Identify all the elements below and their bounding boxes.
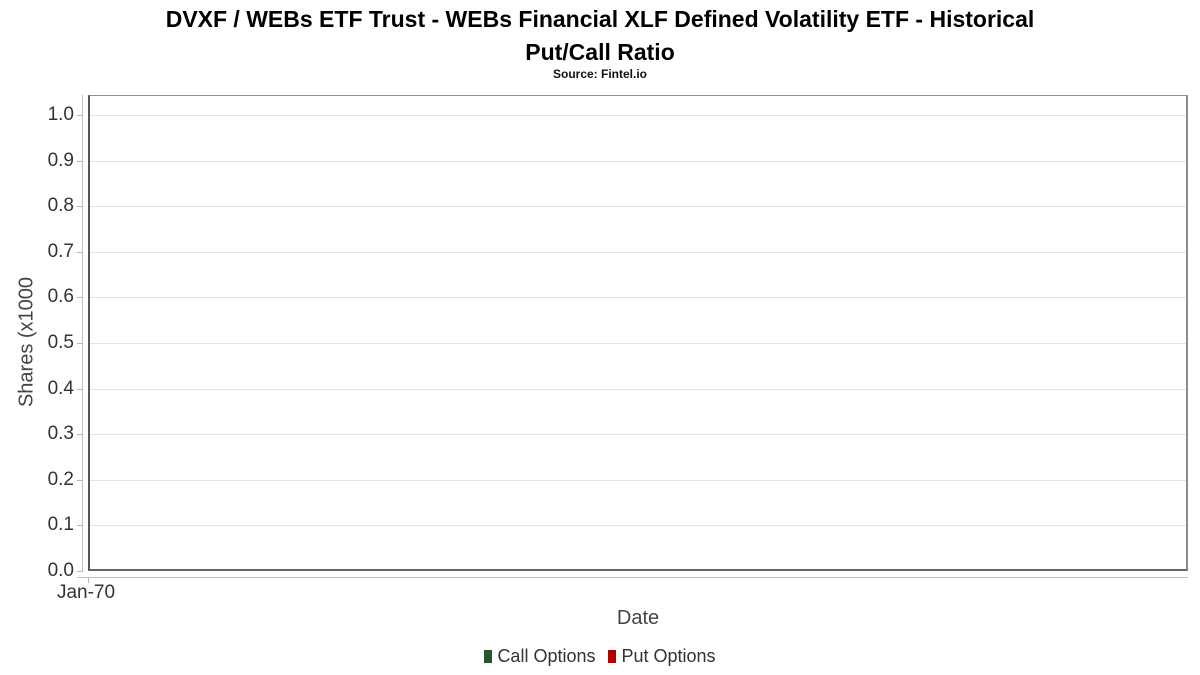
y-tick-label: 0.4 bbox=[47, 378, 74, 399]
y-axis-tick bbox=[77, 252, 82, 253]
y-axis-tick bbox=[77, 161, 82, 162]
chart-subtitle: Source: Fintel.io bbox=[552, 67, 647, 81]
chart-title: DVXF / WEBs ETF Trust - WEBs Financial X… bbox=[0, 3, 1200, 69]
gridline bbox=[90, 115, 1186, 116]
y-tick-label: 0.9 bbox=[47, 150, 74, 171]
y-axis-tick bbox=[77, 525, 82, 526]
y-tick-label: 0.3 bbox=[47, 423, 74, 444]
y-tick-label: 0.1 bbox=[47, 514, 74, 535]
gridline bbox=[90, 252, 1186, 253]
y-axis-tick bbox=[77, 571, 82, 572]
y-axis-tick bbox=[77, 343, 82, 344]
y-axis-tick bbox=[77, 389, 82, 390]
gridline bbox=[90, 343, 1186, 344]
gridline bbox=[90, 434, 1186, 435]
y-tick-label: 0.8 bbox=[47, 195, 74, 216]
y-axis-tick bbox=[77, 115, 82, 116]
gridline bbox=[90, 389, 1186, 390]
legend-item-put-options[interactable]: Put Options bbox=[608, 646, 716, 667]
legend: Call Options Put Options bbox=[0, 646, 1200, 667]
y-tick-label: 0.5 bbox=[47, 332, 74, 353]
y-tick-label: 0.7 bbox=[47, 241, 74, 262]
y-tick-label: 1.0 bbox=[47, 104, 74, 125]
gridline bbox=[90, 480, 1186, 481]
legend-label: Put Options bbox=[621, 646, 716, 666]
chart-title-line1: DVXF / WEBs ETF Trust - WEBs Financial X… bbox=[165, 6, 1035, 32]
y-tick-label: 0.6 bbox=[47, 286, 74, 307]
chart-title-line2: Put/Call Ratio bbox=[525, 39, 675, 65]
x-axis-tick bbox=[88, 578, 89, 583]
legend-label: Call Options bbox=[497, 646, 596, 666]
legend-item-call-options[interactable]: Call Options bbox=[484, 646, 595, 667]
plot-area bbox=[88, 95, 1188, 571]
y-axis-tick bbox=[77, 206, 82, 207]
x-axis-tick-label: Jan-70 bbox=[56, 582, 116, 603]
gridline bbox=[90, 297, 1186, 298]
y-axis-tick bbox=[77, 480, 82, 481]
gridline bbox=[90, 161, 1186, 162]
gridline bbox=[90, 525, 1186, 526]
y-tick-label: 0.2 bbox=[47, 469, 74, 490]
y-axis-tick bbox=[77, 297, 82, 298]
y-tick-label: 0.0 bbox=[47, 560, 74, 581]
gridline bbox=[90, 206, 1186, 207]
y-axis-line bbox=[82, 95, 83, 572]
legend-swatch-icon bbox=[484, 650, 493, 663]
y-axis-tick bbox=[77, 434, 82, 435]
legend-swatch-icon bbox=[608, 650, 617, 663]
x-axis-title: Date bbox=[616, 607, 660, 629]
x-axis-line bbox=[77, 577, 1188, 578]
